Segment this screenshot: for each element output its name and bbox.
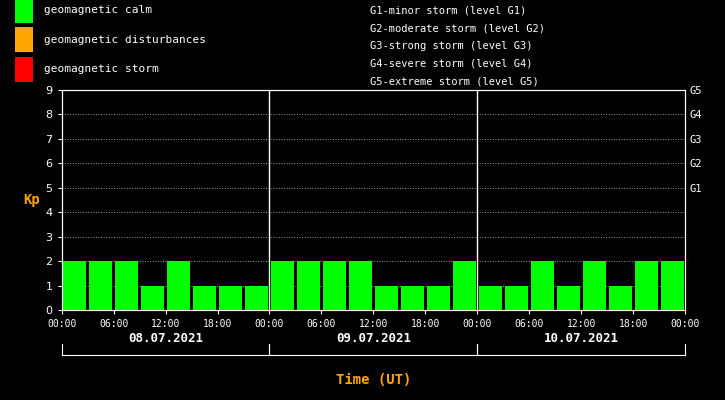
Bar [297,261,320,310]
Text: geomagnetic calm: geomagnetic calm [44,5,152,15]
Bar [14,0,33,22]
Bar [634,261,658,310]
Bar [63,261,86,310]
Text: 08.07.2021: 08.07.2021 [128,332,203,345]
Bar [349,261,372,310]
Bar [14,57,33,82]
Y-axis label: Kp: Kp [23,193,40,207]
Bar [505,286,528,310]
Bar [14,27,33,52]
Text: G4-severe storm (level G4): G4-severe storm (level G4) [370,58,532,68]
Bar [660,261,684,310]
Text: geomagnetic disturbances: geomagnetic disturbances [44,35,205,45]
Text: 10.07.2021: 10.07.2021 [544,332,618,345]
Bar [245,286,268,310]
Bar [453,261,476,310]
Text: geomagnetic storm: geomagnetic storm [44,64,158,74]
Bar [427,286,450,310]
Bar [193,286,216,310]
Bar [323,261,346,310]
Bar [89,261,112,310]
Bar [401,286,424,310]
Text: G1-minor storm (level G1): G1-minor storm (level G1) [370,6,526,16]
Bar [167,261,190,310]
Bar [609,286,631,310]
Text: 09.07.2021: 09.07.2021 [336,332,411,345]
Bar [478,286,502,310]
Bar [219,286,242,310]
Bar [141,286,164,310]
Bar [583,261,605,310]
Text: G5-extreme storm (level G5): G5-extreme storm (level G5) [370,76,539,86]
Bar [271,261,294,310]
Text: G3-strong storm (level G3): G3-strong storm (level G3) [370,41,532,51]
Bar [375,286,398,310]
Bar [115,261,138,310]
Text: Time (UT): Time (UT) [336,373,411,387]
Bar [557,286,580,310]
Bar [531,261,554,310]
Text: G2-moderate storm (level G2): G2-moderate storm (level G2) [370,23,544,33]
